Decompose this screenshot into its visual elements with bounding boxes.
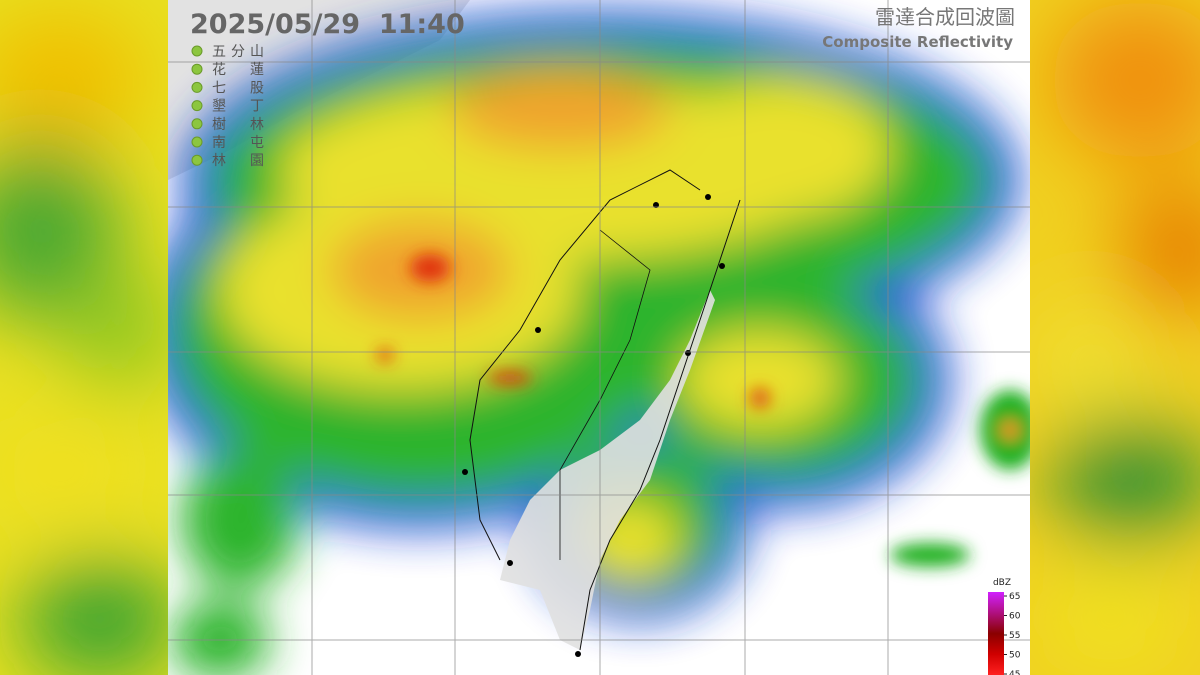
legend-tick-label: 65 (1009, 592, 1020, 602)
timestamp: 2025/05/29 11:40 (190, 9, 465, 40)
color-bar (988, 592, 1004, 675)
station-dot (191, 154, 203, 166)
station-dot (191, 118, 203, 130)
station-name: 五分山 (212, 44, 264, 60)
legend-tick-label: 55 (1009, 631, 1020, 641)
station-dot (191, 81, 203, 93)
map-title: 雷達合成回波圖 (875, 5, 1015, 29)
station-dot (191, 45, 203, 57)
left-blur-panel (0, 0, 168, 675)
map-subtitle: Composite Reflectivity (822, 33, 1013, 51)
station-dot (191, 136, 203, 148)
legend-tick-label: 50 (1009, 651, 1021, 661)
station-dot (191, 63, 203, 75)
legend-unit: dBZ (993, 578, 1011, 588)
legend-tick-label: 45 (1009, 670, 1020, 675)
station-dot (191, 100, 203, 112)
legend-tick-label: 60 (1009, 612, 1021, 622)
right-blur-panel (1030, 0, 1200, 675)
radar-map (168, 0, 1030, 675)
legend-ticks: 65 60 55 50 45 (1004, 592, 1021, 675)
